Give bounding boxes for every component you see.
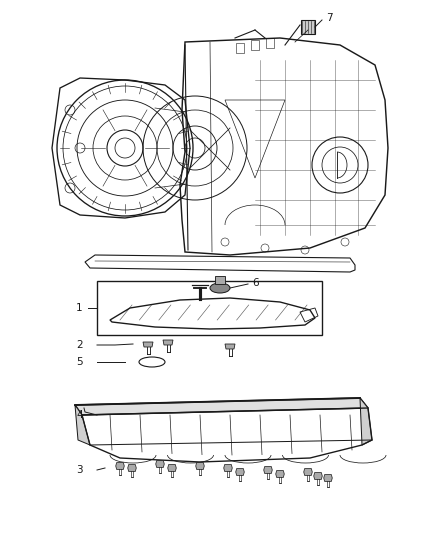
Polygon shape	[276, 471, 284, 478]
Polygon shape	[264, 466, 272, 473]
Ellipse shape	[210, 283, 230, 293]
Polygon shape	[324, 474, 332, 481]
Polygon shape	[224, 465, 232, 471]
Bar	[215, 276, 225, 284]
Polygon shape	[116, 463, 124, 470]
Polygon shape	[225, 344, 235, 349]
Text: 3: 3	[76, 465, 83, 475]
Bar	[266, 38, 274, 48]
Polygon shape	[128, 465, 136, 471]
Polygon shape	[168, 465, 176, 471]
Bar	[236, 43, 244, 53]
Text: 6: 6	[252, 278, 258, 288]
Text: 1: 1	[76, 303, 83, 313]
Text: 5: 5	[76, 357, 83, 367]
Polygon shape	[163, 340, 173, 345]
Polygon shape	[314, 473, 322, 479]
Text: 4: 4	[76, 410, 83, 420]
Polygon shape	[75, 398, 368, 415]
Polygon shape	[196, 463, 204, 470]
Polygon shape	[143, 342, 153, 347]
Bar	[301, 20, 315, 34]
Bar	[251, 40, 259, 50]
Bar	[97, 281, 322, 335]
Text: 2: 2	[76, 340, 83, 350]
Polygon shape	[360, 398, 372, 445]
Text: 7: 7	[326, 13, 332, 23]
Polygon shape	[156, 461, 164, 467]
Polygon shape	[75, 405, 90, 445]
Polygon shape	[304, 469, 312, 475]
Polygon shape	[236, 469, 244, 475]
